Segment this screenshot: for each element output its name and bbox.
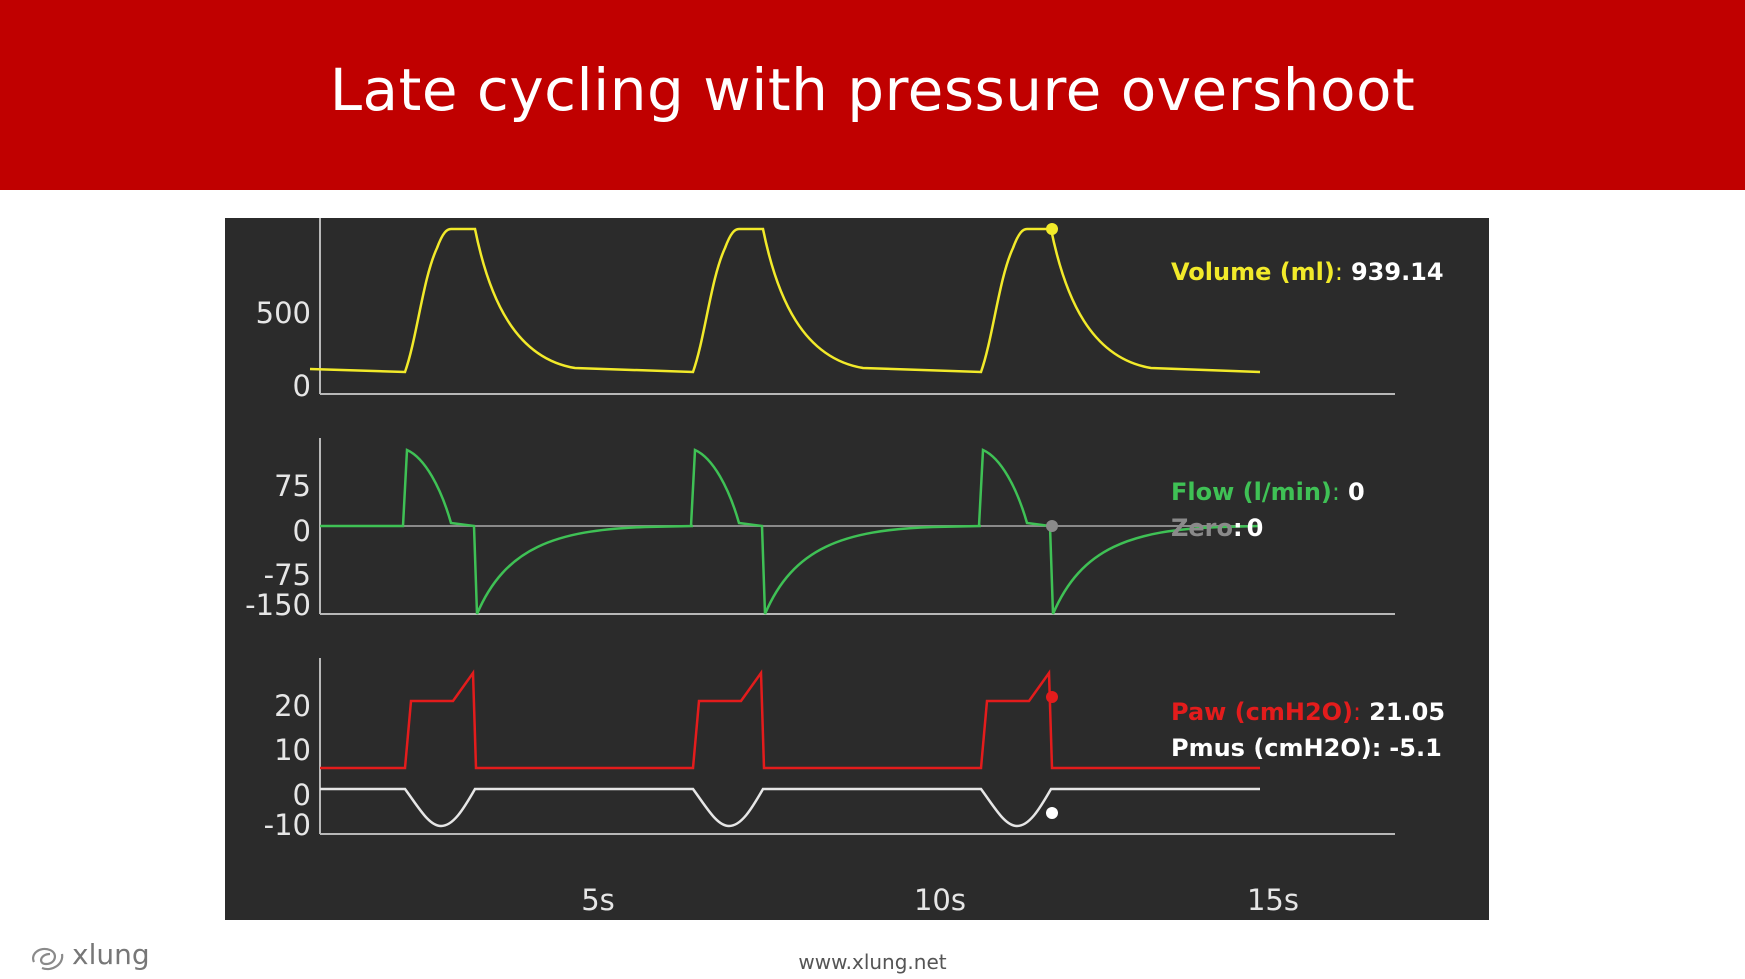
pmus-readout-label: Pmus (cmH2O) bbox=[1171, 734, 1372, 762]
flow-readout-label: Flow (l/min) bbox=[1171, 478, 1332, 506]
volume-tick-0: 0 bbox=[293, 369, 311, 403]
paw-cursor-dot bbox=[1046, 691, 1058, 703]
pmus-readout: Pmus (cmH2O): -5.1 bbox=[1171, 734, 1442, 762]
logo-text: xlung bbox=[72, 938, 150, 971]
pmus-readout-separator: : bbox=[1372, 734, 1382, 762]
flow-tick-75: 75 bbox=[274, 469, 311, 503]
flow-readout-separator: : bbox=[1332, 478, 1340, 506]
volume-cursor-dot bbox=[1046, 223, 1058, 235]
pressure-tick-20: 20 bbox=[274, 689, 311, 723]
x-tick-15s: 15s bbox=[1247, 883, 1299, 917]
volume-readout-label: Volume (ml) bbox=[1171, 258, 1335, 286]
paw-readout-separator: : bbox=[1353, 698, 1361, 726]
zero-readout: Zero: 0 bbox=[1171, 514, 1263, 542]
pressure-tick-0: 0 bbox=[293, 778, 311, 812]
ventilator-waveform-panel: 500 0 75 0 -75 -150 20 10 0 -10 5s 10s 1… bbox=[225, 218, 1489, 920]
volume-readout-separator: : bbox=[1335, 258, 1343, 286]
paw-waveform bbox=[320, 669, 1260, 770]
zero-readout-label: Zero bbox=[1171, 514, 1233, 542]
paw-readout-label: Paw (cmH2O) bbox=[1171, 698, 1353, 726]
pmus-waveform bbox=[320, 787, 1260, 828]
zero-readout-value: 0 bbox=[1247, 514, 1264, 542]
x-tick-5s: 5s bbox=[581, 883, 615, 917]
pmus-cursor-dot bbox=[1046, 807, 1058, 819]
x-tick-10s: 10s bbox=[914, 883, 966, 917]
flow-readout-value: 0 bbox=[1348, 478, 1365, 506]
flow-tick-0: 0 bbox=[293, 514, 311, 548]
volume-readout: Volume (ml): 939.14 bbox=[1171, 258, 1444, 286]
lung-swirl-icon bbox=[32, 947, 64, 971]
title-banner: Late cycling with pressure overshoot bbox=[0, 0, 1745, 190]
slide-title: Late cycling with pressure overshoot bbox=[329, 56, 1416, 124]
flow-cursor-dot bbox=[1046, 520, 1058, 532]
flow-tick-minus150: -150 bbox=[245, 588, 311, 622]
flow-waveform bbox=[320, 448, 1261, 615]
pressure-tick-minus10: -10 bbox=[264, 808, 311, 842]
paw-readout: Paw (cmH2O): 21.05 bbox=[1171, 698, 1445, 726]
axes bbox=[319, 218, 1395, 835]
volume-readout-value: 939.14 bbox=[1351, 258, 1444, 286]
footer-url: www.xlung.net bbox=[798, 950, 947, 974]
waveform-chart: 500 0 75 0 -75 -150 20 10 0 -10 5s 10s 1… bbox=[245, 218, 1445, 917]
flow-tick-minus75: -75 bbox=[264, 558, 311, 592]
pressure-tick-10: 10 bbox=[274, 733, 311, 767]
pmus-readout-value: -5.1 bbox=[1389, 734, 1441, 762]
volume-waveform bbox=[309, 227, 1261, 374]
zero-readout-separator: : bbox=[1233, 514, 1243, 542]
volume-tick-500: 500 bbox=[256, 296, 311, 330]
flow-readout: Flow (l/min): 0 bbox=[1171, 478, 1365, 506]
xlung-logo: xlung bbox=[28, 936, 168, 976]
paw-readout-value: 21.05 bbox=[1369, 698, 1445, 726]
